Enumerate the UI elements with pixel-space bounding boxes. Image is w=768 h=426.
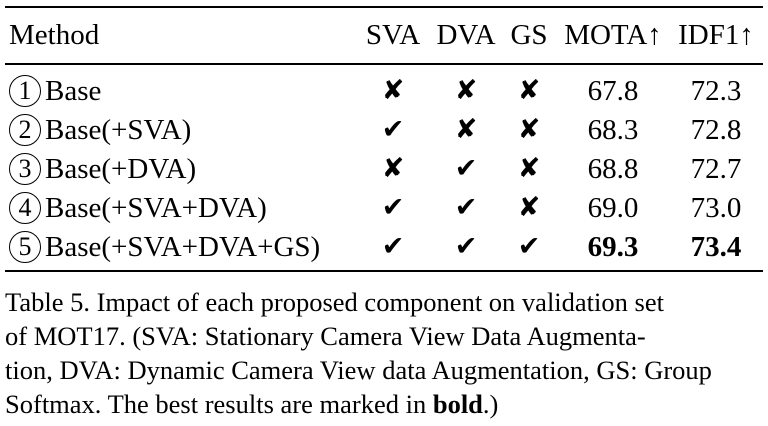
- header-sva: SVA: [365, 19, 421, 51]
- method-name: Base(+SVA+DVA+GS): [45, 231, 321, 263]
- row-number-circle: 2: [9, 114, 41, 147]
- caption-line: tion, DVA: Dynamic Camera View data Augm…: [5, 355, 712, 385]
- caption-line: of MOT17. (SVA: Stationary Camera View D…: [5, 321, 646, 351]
- header-method: Method: [9, 19, 100, 51]
- method-cell: 1 Base: [9, 72, 101, 110]
- gs-mark: ✘: [517, 192, 541, 223]
- row-number-circle: 1: [9, 75, 41, 108]
- method-name: Base: [45, 75, 102, 107]
- idf1-value: 73.0: [690, 192, 742, 224]
- header-gs: GS: [510, 19, 548, 51]
- gs-mark: ✘: [517, 75, 541, 106]
- caption-text: .): [482, 389, 499, 419]
- mota-value-best: 69.3: [587, 231, 639, 263]
- idf1-value: 72.3: [690, 75, 742, 107]
- method-cell: 5 Base(+SVA+DVA+GS): [9, 228, 320, 266]
- table-row: 5 Base(+SVA+DVA+GS) ✔ ✔ ✔ 69.3 73.4: [5, 228, 763, 266]
- method-name: Base(+DVA): [45, 153, 197, 185]
- table-row: 3 Base(+DVA) ✘ ✔ ✘ 68.8 72.7: [5, 150, 763, 188]
- sva-mark: ✘: [381, 153, 405, 184]
- caption-bold-word: bold: [432, 389, 483, 419]
- method-cell: 2 Base(+SVA): [9, 111, 191, 149]
- table-header-rule: [5, 63, 763, 65]
- row-number-circle: 5: [9, 231, 41, 264]
- table-header-row: Method SVA DVA GS MOTA↑ IDF1↑: [5, 16, 763, 54]
- table-row: 1 Base ✘ ✘ ✘ 67.8 72.3: [5, 72, 763, 110]
- header-dva: DVA: [436, 19, 496, 51]
- table-bottom-rule: [5, 270, 763, 272]
- sva-mark: ✔: [381, 231, 405, 262]
- table-caption: Table 5. Impact of each proposed compone…: [5, 285, 763, 421]
- mota-value: 69.0: [587, 192, 639, 224]
- method-cell: 3 Base(+DVA): [9, 150, 196, 188]
- sva-mark: ✘: [381, 75, 405, 106]
- idf1-value: 72.7: [690, 153, 742, 185]
- mota-value: 68.3: [587, 114, 639, 146]
- row-number-circle: 3: [9, 153, 41, 186]
- dva-mark: ✘: [454, 75, 478, 106]
- method-name: Base(+SVA+DVA): [45, 192, 267, 224]
- mota-value: 67.8: [587, 75, 639, 107]
- caption-line: Softmax. The best results are marked in …: [5, 387, 763, 421]
- header-mota: MOTA↑: [564, 19, 662, 51]
- caption-text: Softmax. The best results are marked in: [5, 389, 433, 419]
- dva-mark: ✔: [454, 231, 478, 262]
- dva-mark: ✘: [454, 114, 478, 145]
- gs-mark: ✘: [517, 114, 541, 145]
- method-cell: 4 Base(+SVA+DVA): [9, 189, 267, 227]
- mota-value: 68.8: [587, 153, 639, 185]
- sva-mark: ✔: [381, 114, 405, 145]
- caption-line: Table 5. Impact of each proposed compone…: [5, 287, 664, 317]
- idf1-value: 72.8: [690, 114, 742, 146]
- gs-mark: ✘: [517, 153, 541, 184]
- table-top-rule: [5, 6, 763, 8]
- dva-mark: ✔: [454, 153, 478, 184]
- method-name: Base(+SVA): [45, 114, 192, 146]
- table-row: 4 Base(+SVA+DVA) ✔ ✔ ✘ 69.0 73.0: [5, 189, 763, 227]
- dva-mark: ✔: [454, 192, 478, 223]
- sva-mark: ✔: [381, 192, 405, 223]
- table-row: 2 Base(+SVA) ✔ ✘ ✘ 68.3 72.8: [5, 111, 763, 149]
- header-idf1: IDF1↑: [678, 19, 754, 51]
- row-number-circle: 4: [9, 192, 41, 225]
- gs-mark: ✔: [517, 231, 541, 262]
- idf1-value-best: 73.4: [690, 231, 742, 263]
